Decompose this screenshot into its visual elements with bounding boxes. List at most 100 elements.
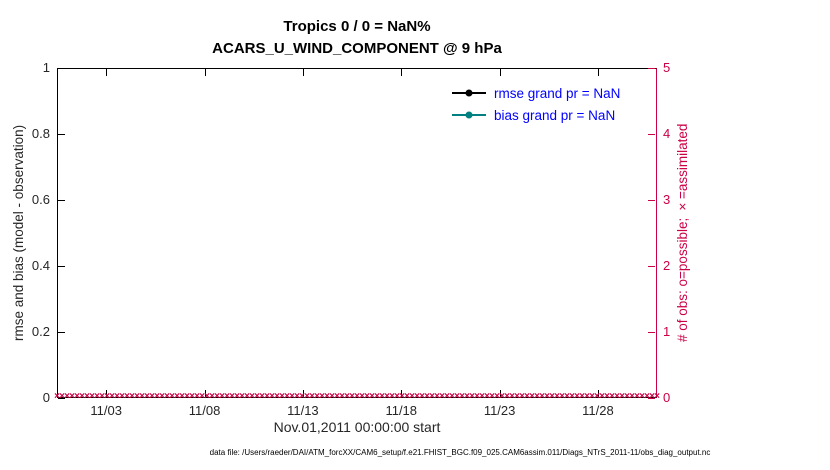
obs-assimilated-marker: ×: [414, 391, 420, 402]
obs-assimilated-marker: ×: [244, 391, 250, 402]
y-right-tick-label: 5: [663, 60, 671, 75]
x-tick-mark-top: [106, 69, 108, 76]
obs-assimilated-marker: ×: [529, 391, 535, 402]
data-file-path: data file: /Users/raeder/DAI/ATM_forcXX/…: [209, 448, 711, 457]
obs-assimilated-marker: ×: [274, 391, 280, 402]
y-left-tick-label: 0.2: [31, 324, 50, 339]
obs-assimilated-marker: ×: [524, 391, 530, 402]
obs-assimilated-marker: ×: [349, 391, 355, 402]
obs-assimilated-marker: ×: [599, 391, 605, 402]
obs-assimilated-marker: ×: [94, 391, 100, 402]
x-tick-label: 11/23: [483, 403, 516, 418]
x-tick-mark: [597, 390, 599, 397]
obs-assimilated-marker: ×: [154, 391, 160, 402]
obs-assimilated-marker: ×: [629, 391, 635, 402]
bias-line-sample: [452, 111, 486, 119]
obs-assimilated-marker: ×: [334, 391, 340, 402]
obs-assimilated-marker: ×: [384, 391, 390, 402]
obs-assimilated-marker: ×: [329, 391, 335, 402]
obs-assimilated-marker: ×: [439, 391, 445, 402]
y-right-tick-mark: [648, 266, 655, 267]
obs-assimilated-marker: ×: [594, 391, 600, 402]
y-right-tick-label: 1: [663, 324, 671, 339]
x-tick-mark-top: [597, 69, 599, 76]
obs-assimilated-marker: ×: [574, 391, 580, 402]
obs-assimilated-marker: ×: [624, 391, 630, 402]
obs-assimilated-marker: ×: [654, 391, 660, 402]
obs-assimilated-marker: ×: [304, 391, 310, 402]
obs-assimilated-marker: ×: [69, 391, 75, 402]
y-left-tick-label: 0: [42, 390, 50, 405]
y-right-tick-mark: [648, 68, 655, 69]
obs-assimilated-marker: ×: [164, 391, 170, 402]
chart-subtitle: ACARS_U_WIND_COMPONENT @ 9 hPa: [212, 40, 502, 57]
y-left-tick-label: 0.4: [31, 258, 50, 273]
x-tick-label: 11/13: [287, 403, 319, 418]
rmse-marker-dot: [465, 89, 473, 97]
obs-assimilated-marker: ×: [359, 391, 365, 402]
legend-item-bias: bias grand pr = NaN: [452, 104, 620, 126]
obs-assimilated-marker: ×: [369, 391, 375, 402]
obs-assimilated-marker: ×: [64, 391, 70, 402]
y-right-tick-label: 2: [663, 258, 671, 273]
obs-assimilated-marker: ×: [544, 391, 550, 402]
obs-assimilated-marker: ×: [54, 391, 60, 402]
obs-assimilated-marker: ×: [114, 391, 120, 402]
y-right-tick-mark: [648, 134, 655, 135]
obs-assimilated-marker: ×: [559, 391, 565, 402]
chart-title: Tropics 0 / 0 = NaN%: [283, 18, 431, 35]
obs-assimilated-marker: ×: [614, 391, 620, 402]
y-right-tick-mark: [648, 332, 655, 333]
obs-assimilated-marker: ×: [339, 391, 345, 402]
obs-assimilated-marker: ×: [89, 391, 95, 402]
obs-assimilated-marker: ×: [169, 391, 175, 402]
obs-assimilated-marker: ×: [79, 391, 85, 402]
obs-assimilated-marker: ×: [194, 391, 200, 402]
obs-assimilated-marker: ×: [109, 391, 115, 402]
x-tick-label: 11/08: [188, 403, 221, 418]
y-left-tick-mark: [58, 266, 65, 267]
y-axis-label-right: # of obs: o=possible; ×=assimilated: [675, 123, 690, 343]
obs-assimilated-marker: ×: [534, 391, 540, 402]
obs-assimilated-marker: ×: [644, 391, 650, 402]
obs-assimilated-marker: ×: [219, 391, 225, 402]
obs-assimilated-marker: ×: [469, 391, 475, 402]
obs-assimilated-marker: ×: [159, 391, 165, 402]
obs-assimilated-marker: ×: [374, 391, 380, 402]
y-right-tick-label: 4: [663, 126, 671, 141]
obs-assimilated-marker: ×: [294, 391, 300, 402]
obs-assimilated-marker: ×: [459, 391, 465, 402]
obs-assimilated-marker: ×: [549, 391, 555, 402]
x-tick-mark-top: [499, 69, 501, 76]
obs-assimilated-marker: ×: [399, 391, 405, 402]
obs-assimilated-marker: ×: [229, 391, 235, 402]
obs-assimilated-marker: ×: [354, 391, 360, 402]
obs-assimilated-marker: ×: [344, 391, 350, 402]
obs-assimilated-marker: ×: [464, 391, 470, 402]
obs-assimilated-marker: ×: [539, 391, 545, 402]
x-tick-mark-top: [302, 69, 304, 76]
obs-assimilated-marker: ×: [279, 391, 285, 402]
obs-assimilated-marker: ×: [74, 391, 80, 402]
obs-assimilated-marker: ×: [424, 391, 430, 402]
obs-assimilated-marker: ×: [204, 391, 210, 402]
x-tick-mark-top: [204, 69, 206, 76]
obs-assimilated-marker: ×: [509, 391, 515, 402]
obs-assimilated-marker: ×: [489, 391, 495, 402]
obs-assimilated-marker: ×: [259, 391, 265, 402]
y-axis-label-left: rmse and bias (model - observation): [11, 124, 26, 342]
y-right-tick-label: 0: [663, 390, 671, 405]
obs-assimilated-marker: ×: [119, 391, 125, 402]
obs-assimilated-marker: ×: [389, 391, 395, 402]
obs-assimilated-marker: ×: [199, 391, 205, 402]
obs-assimilated-marker: ×: [249, 391, 255, 402]
obs-assimilated-marker: ×: [189, 391, 195, 402]
obs-assimilated-marker: ×: [499, 391, 505, 402]
obs-assimilated-marker: ×: [379, 391, 385, 402]
obs-assimilated-marker: ×: [514, 391, 520, 402]
obs-assimilated-marker: ×: [479, 391, 485, 402]
obs-assimilated-marker: ×: [214, 391, 220, 402]
obs-assimilated-marker: ×: [409, 391, 415, 402]
x-axis-label: Nov.01,2011 00:00:00 start: [273, 419, 441, 435]
